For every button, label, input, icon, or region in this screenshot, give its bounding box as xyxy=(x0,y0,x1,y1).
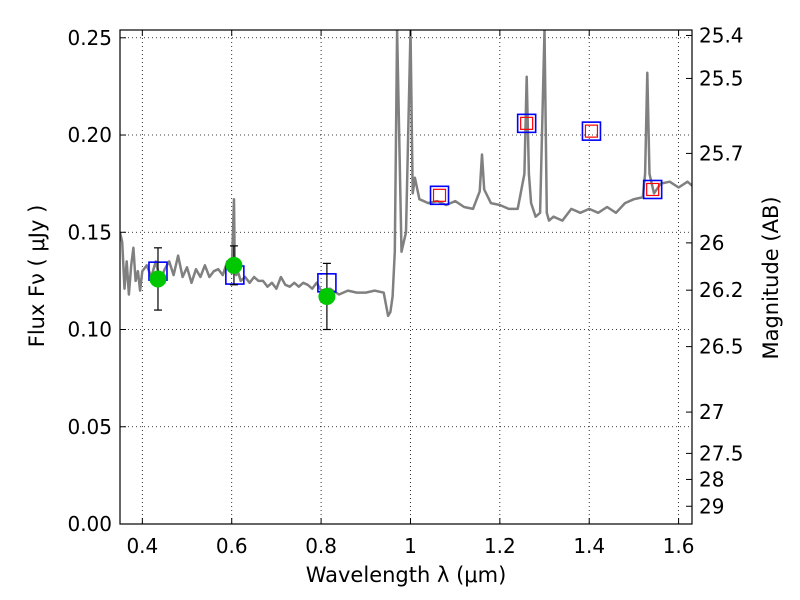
x-tick-label: 0.8 xyxy=(305,534,337,558)
blue-square-marker xyxy=(429,185,450,206)
y2-tick-label: 29 xyxy=(699,494,724,518)
ticks: 0.4 0.6 0.8 1 1.2 1.4 1.6 0.00 0.05 0.10 0.15 0.20 0… xyxy=(67,23,743,558)
plot-frame xyxy=(119,29,693,525)
red-square-marker xyxy=(584,124,599,138)
x-tick-label: 1 xyxy=(404,534,417,558)
y-tick-label: 0.20 xyxy=(67,123,112,147)
y2-tick-label: 27.5 xyxy=(699,441,744,465)
y2-tick-label: 25.7 xyxy=(699,141,744,165)
blue-square-marker xyxy=(642,179,663,200)
y2-tick-label: 25.4 xyxy=(699,23,744,47)
grid xyxy=(120,30,692,525)
red-square-marker xyxy=(646,182,660,197)
y-tick-label: 0.00 xyxy=(67,512,112,536)
y2-tick-label: 25.5 xyxy=(699,66,744,90)
y2-tick-label: 27 xyxy=(699,400,724,424)
y-tick-label: 0.15 xyxy=(67,220,112,244)
spectrum-line xyxy=(120,30,692,318)
blue-square-marker xyxy=(516,113,537,134)
y-tick-label: 0.10 xyxy=(67,318,112,342)
blue-square-marker xyxy=(581,121,602,141)
x-tick-label: 0.6 xyxy=(216,534,248,558)
x-tick-label: 0.4 xyxy=(126,534,158,558)
x-tick-label: 1.2 xyxy=(484,534,516,558)
y-tick-label: 0.05 xyxy=(67,415,112,439)
data-point xyxy=(225,256,243,274)
y2-tick-label: 26 xyxy=(699,231,724,255)
y2-tick-label: 26.5 xyxy=(699,335,744,359)
data-point xyxy=(149,270,167,288)
red-square-marker xyxy=(432,188,447,202)
data-point xyxy=(318,287,336,305)
y2-tick-label: 26.2 xyxy=(699,278,744,302)
plot-border xyxy=(119,29,693,525)
series-layer xyxy=(120,30,692,331)
x-axis-label: Wavelength λ (μm) xyxy=(306,563,507,587)
y-tick-label: 0.25 xyxy=(67,26,112,50)
y2-tick-label: 28 xyxy=(699,467,724,491)
red-square-marker xyxy=(520,116,534,130)
y-axis-label: Flux Fν ( μJy ) xyxy=(25,205,49,348)
x-tick-label: 1.6 xyxy=(663,534,695,558)
x-tick-label: 1.4 xyxy=(573,534,605,558)
y2-axis-label: Magnitude (AB) xyxy=(759,196,783,359)
